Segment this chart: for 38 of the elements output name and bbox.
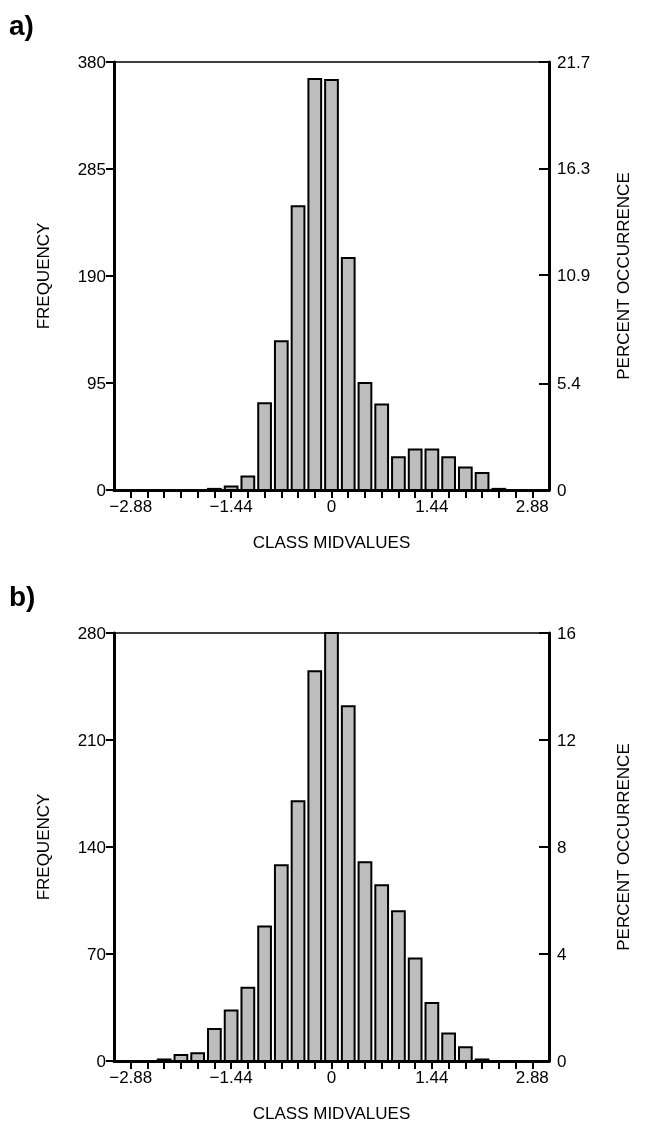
x-tick-label: 0 <box>326 1068 337 1087</box>
y2-tick-label: 0 <box>557 1051 567 1071</box>
y-tick-label: 380 <box>77 52 106 72</box>
x-tick-label: 2.88 <box>515 1068 549 1087</box>
y-axis-title: FREQUENCY <box>34 793 53 901</box>
y2-tick-label: 12 <box>557 730 576 750</box>
x-tick-label: 2.88 <box>515 497 549 516</box>
x-tick-label: 0 <box>326 497 337 516</box>
y2-axis-title: PERCENT OCCURRENCE <box>614 172 633 380</box>
x-tick-label: 1.44 <box>415 497 449 516</box>
y-axis-title: FREQUENCY <box>34 222 53 330</box>
y-tick-label: 210 <box>77 730 106 750</box>
x-tick-label: −2.88 <box>109 497 153 516</box>
y2-tick-label: 8 <box>557 837 567 857</box>
y2-tick-label: 4 <box>557 944 567 964</box>
x-tick-label: 1.44 <box>415 1068 449 1087</box>
y-tick-label: 95 <box>87 373 106 393</box>
y-tick-label: 285 <box>77 159 106 179</box>
y-tick-label: 280 <box>77 623 106 643</box>
y2-tick-label: 0 <box>557 480 567 500</box>
y2-tick-label: 16 <box>557 623 576 643</box>
y2-axis-title: PERCENT OCCURRENCE <box>614 743 633 951</box>
y-tick-label: 190 <box>77 266 106 286</box>
x-tick-label: −1.44 <box>209 1068 253 1087</box>
x-axis-title: CLASS MIDVALUES <box>252 1104 411 1123</box>
x-axis-title: CLASS MIDVALUES <box>252 533 411 552</box>
y2-tick-label: 10.9 <box>557 265 591 285</box>
y-tick-label: 140 <box>77 837 106 857</box>
y2-tick-label: 5.4 <box>557 373 581 393</box>
x-tick-label: −2.88 <box>109 1068 153 1087</box>
chart-title: a) <box>9 9 34 41</box>
y2-tick-label: 21.7 <box>557 52 591 72</box>
y-tick-label: 0 <box>96 480 106 500</box>
y-tick-label: 0 <box>96 1051 106 1071</box>
y2-tick-label: 16.3 <box>557 159 591 179</box>
y-tick-label: 70 <box>87 944 106 964</box>
chart-title: b) <box>9 580 36 612</box>
x-tick-label: −1.44 <box>209 497 253 516</box>
